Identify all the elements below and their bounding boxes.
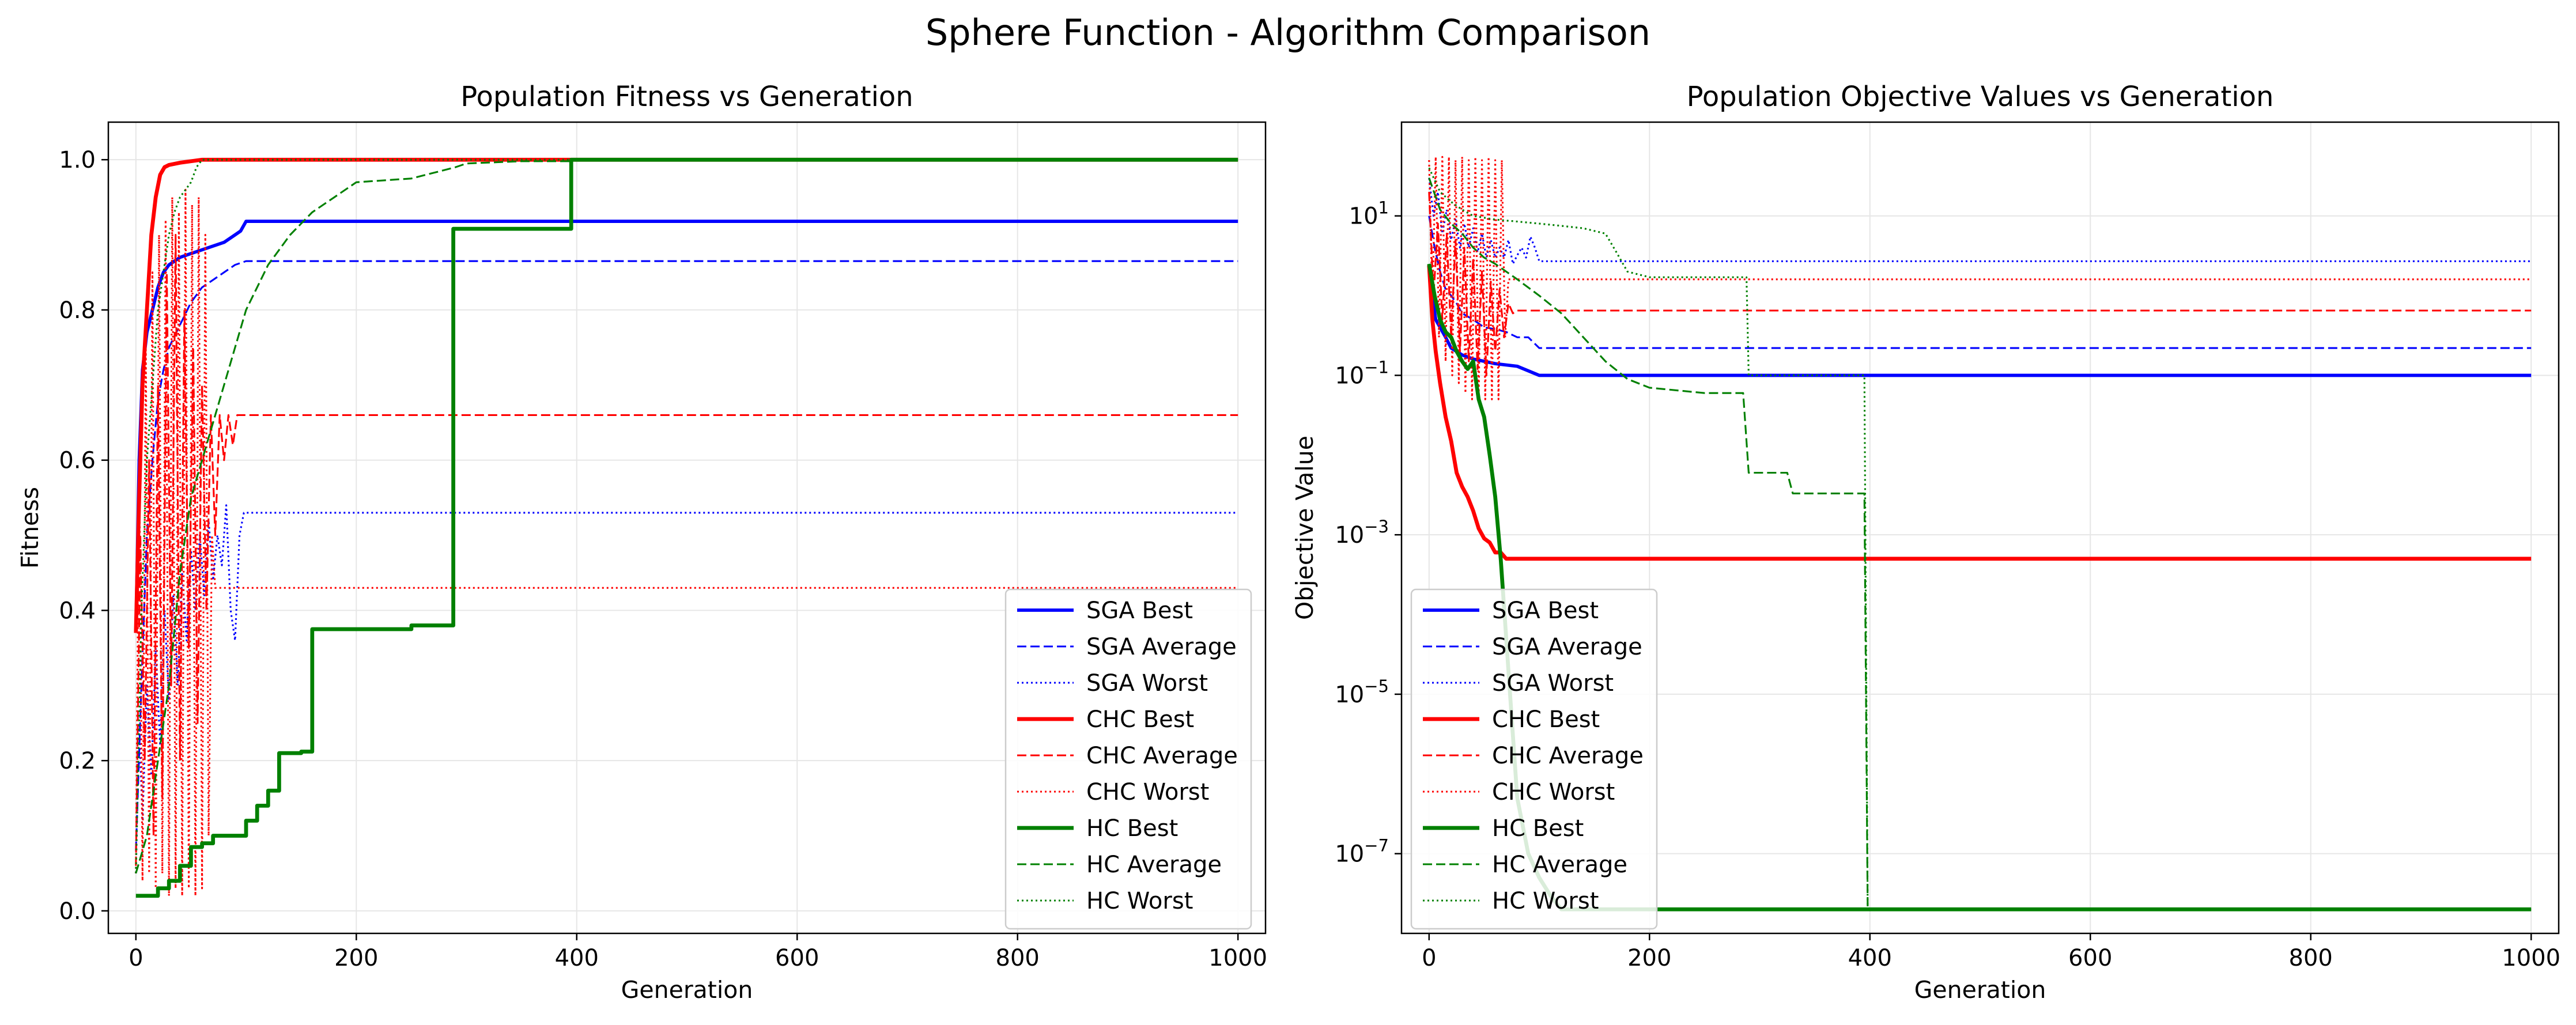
series-line-chc-average [135,234,1238,866]
series-line-sga-best [1427,265,2532,377]
series-line-hc-average [135,158,1238,874]
series-line-hc-worst [1428,167,2532,910]
legend-label: HC Average [1492,852,1627,878]
figure-title: Sphere Function - Algorithm Comparison [926,12,1650,54]
series-line-sga-best [134,220,1238,633]
legend-label: HC Best [1086,815,1178,842]
y-axis-label: Objective Value [1291,436,1319,620]
x-tick-label: 800 [2289,945,2333,971]
y-tick-label: 0.6 [59,448,96,474]
y-tick-label: 10−7 [1335,836,1389,868]
y-tick-label: 10−5 [1335,676,1389,708]
series-line-chc-worst [135,188,1238,897]
y-axis-label: Fitness [16,487,44,569]
legend-label: HC Best [1492,815,1584,842]
series-line-sga-worst [1428,177,2532,265]
x-tick-label: 1000 [1208,945,1267,971]
legend-label: SGA Worst [1492,670,1614,697]
x-axis-label: Generation [1914,976,2046,1004]
legend-label: CHC Best [1086,706,1194,733]
series-line-sga-average [1428,215,2532,349]
y-tick-label: 10−3 [1335,517,1389,549]
series-line-chc-best [1427,265,2532,561]
series-group [1427,156,2532,911]
series-line-hc-worst [135,158,1238,873]
legend-box [1410,588,1658,930]
x-tick-label: 600 [2068,945,2112,971]
y-tick-label: 0.4 [59,597,96,624]
plot-frame [1400,121,2560,935]
legend-label: CHC Average [1492,743,1644,769]
series-line-chc-average [1428,192,2532,377]
x-tick-label: 600 [775,945,819,971]
y-tick-label: 1.0 [59,147,96,173]
legend-label: CHC Worst [1086,779,1209,805]
series-line-chc-worst [1428,156,2532,400]
y-tick-label: 101 [1349,198,1389,230]
x-tick-label: 800 [996,945,1040,971]
legend-label: CHC Worst [1492,779,1615,805]
y-tick-label: 0.0 [59,898,96,925]
legend-label: SGA Best [1086,597,1193,624]
legend-label: SGA Average [1492,634,1642,660]
left-chart-fitness: 0 200 400 600 800 1000 0.0 0.2 0.4 0.6 0.8 1.0 Popul… [16,81,1267,1004]
x-tick-label: 400 [555,945,599,971]
series-line-chc-best [134,157,1238,633]
y-tick-label: 0.8 [59,297,96,324]
x-tick-label: 400 [1848,945,1892,971]
x-tick-label: 200 [334,945,378,971]
legend-label: HC Worst [1086,888,1193,914]
legend-label: HC Average [1086,852,1222,878]
legend-label: CHC Best [1492,706,1600,733]
x-tick-label: 1000 [2502,945,2560,971]
x-tick-label: 200 [1627,945,1671,971]
legend-label: CHC Average [1086,743,1238,769]
chart-title: Population Fitness vs Generation [460,81,913,113]
series-line-hc-average [1428,177,2532,910]
legend-label: HC Worst [1492,888,1599,914]
x-tick-label: 0 [129,945,143,971]
right-chart-objective: 0 200 400 600 800 1000 10−7 10−5 10−3 10−1 101 Popu… [1291,81,2560,1004]
series-line-hc-best [135,157,1238,898]
legend-label: SGA Best [1492,597,1599,624]
plot-frame [107,121,1267,935]
legend-label: SGA Worst [1086,670,1208,697]
series-line-sga-worst [135,504,1238,873]
legend-box [1004,588,1252,930]
legend-label: SGA Average [1086,634,1237,660]
x-tick-label: 0 [1422,945,1436,971]
chart-title: Population Objective Values vs Generatio… [1687,81,2274,113]
series-group [134,157,1238,898]
y-tick-label: 10−1 [1335,357,1389,389]
x-axis-label: Generation [621,976,753,1004]
y-tick-label: 0.2 [59,748,96,774]
